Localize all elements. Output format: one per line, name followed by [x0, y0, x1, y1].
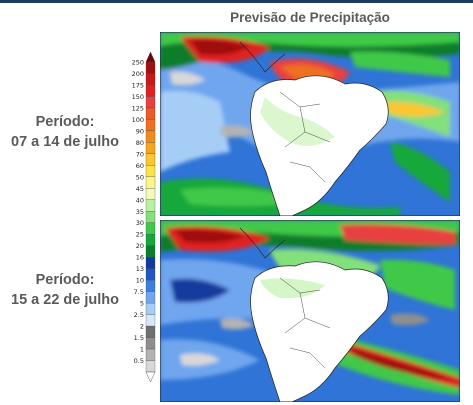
map-1-country-borders [279, 91, 331, 183]
colorbar-swatch-125 [145, 107, 156, 120]
colorbar-swatch-5 [145, 302, 156, 315]
colorbar-swatch-25 [145, 234, 156, 246]
colorbar-swatch-250 [145, 61, 156, 74]
map-1-south-america-land [250, 75, 389, 216]
top-border-bar [0, 0, 473, 3]
colorbar-tick-label: 2.5 [134, 311, 144, 319]
colorbar-swatch-30 [145, 222, 156, 235]
colorbar-swatch-1-5 [145, 337, 156, 350]
colorbar-tick-label: 150 [132, 93, 144, 101]
colorbar-tick-label: 60 [136, 162, 144, 170]
period-2-label: Período: 15 a 22 de julho [0, 270, 130, 310]
colorbar-tick-label: 70 [136, 150, 144, 158]
precipitation-map-period-2 [160, 220, 460, 402]
colorbar-tick-label: 35 [136, 208, 144, 216]
colorbar-swatch-0-5 [145, 360, 156, 373]
colorbar-tick-label: 50 [136, 173, 144, 181]
colorbar-tick-label: 0.5 [134, 357, 144, 365]
colorbar-tick-label: 13 [136, 265, 144, 273]
colorbar-swatch-40 [145, 199, 156, 212]
period-1-dates: 07 a 14 de julho [11, 134, 119, 150]
colorbar-bottom-arrow [145, 371, 156, 383]
precipitation-map-period-1 [160, 32, 460, 216]
colorbar-tick-label: 40 [136, 196, 144, 204]
colorbar-tick-label: 7.5 [134, 288, 144, 296]
colorbar-swatch-175 [145, 84, 156, 97]
colorbar-swatch-16 [145, 257, 156, 269]
period-1-label: Período: 07 a 14 de julho [0, 112, 130, 152]
colorbar-tick-label: 25 [136, 231, 144, 239]
colorbar-tick-label: 16 [136, 254, 144, 262]
map-1-land-precip-patch [260, 97, 335, 146]
period-2-heading: Período: [35, 272, 95, 288]
page-title: Previsão de Precipitação [230, 10, 390, 25]
colorbar-tick-label: 1.5 [134, 334, 144, 342]
colorbar-tick-label: 5 [140, 300, 144, 308]
colorbar-tick-label: 45 [136, 185, 144, 193]
colorbar-swatch-2 [145, 325, 156, 338]
colorbar-swatch-60 [145, 165, 156, 177]
colorbar-swatch-13 [145, 268, 156, 281]
colorbar-swatch-45 [145, 188, 156, 200]
map-1-central-america-outline [239, 41, 286, 73]
colorbar-swatch-10 [145, 279, 156, 292]
colorbar-swatch-70 [145, 153, 156, 166]
colorbar-tick-label: 80 [136, 139, 144, 147]
map-2-central-america-outline [239, 227, 286, 259]
colorbar-tick-label: 100 [132, 116, 144, 124]
colorbar-tick-label: 200 [132, 70, 144, 78]
colorbar-swatch-50 [145, 176, 156, 189]
colorbar-swatch-7-5 [145, 291, 156, 304]
period-2-dates: 15 a 22 de julho [11, 292, 119, 308]
colorbar-tick-label: 20 [136, 242, 144, 250]
colorbar-swatch-90 [145, 130, 156, 143]
colorbar-tick-label: 90 [136, 127, 144, 135]
colorbar-tick-label: 1 [140, 346, 144, 354]
colorbar-swatch-20 [145, 245, 156, 258]
map-2-land-precip-patch [260, 278, 325, 299]
colorbar-swatch-100 [145, 119, 156, 132]
colorbar-tick-label: 125 [132, 104, 144, 112]
colorbar-swatch-200 [145, 73, 156, 86]
colorbar-tick-label: 30 [136, 219, 144, 227]
colorbar-swatch-1 [145, 348, 156, 361]
colorbar-swatch-150 [145, 96, 156, 109]
colorbar-swatch-2-5 [145, 314, 156, 327]
colorbar-top-arrow [145, 51, 156, 63]
precipitation-colorbar: 2502001751501251009080706050454035302520… [132, 51, 156, 383]
colorbar-tick-label: 175 [132, 81, 144, 89]
period-1-heading: Período: [35, 114, 95, 130]
colorbar-tick-label: 10 [136, 277, 144, 285]
map-2-country-borders [279, 277, 331, 369]
colorbar-swatch-80 [145, 142, 156, 155]
colorbar-tick-label: 2 [140, 323, 144, 331]
colorbar-tick-label: 250 [132, 59, 144, 67]
colorbar-swatch-35 [145, 211, 156, 223]
